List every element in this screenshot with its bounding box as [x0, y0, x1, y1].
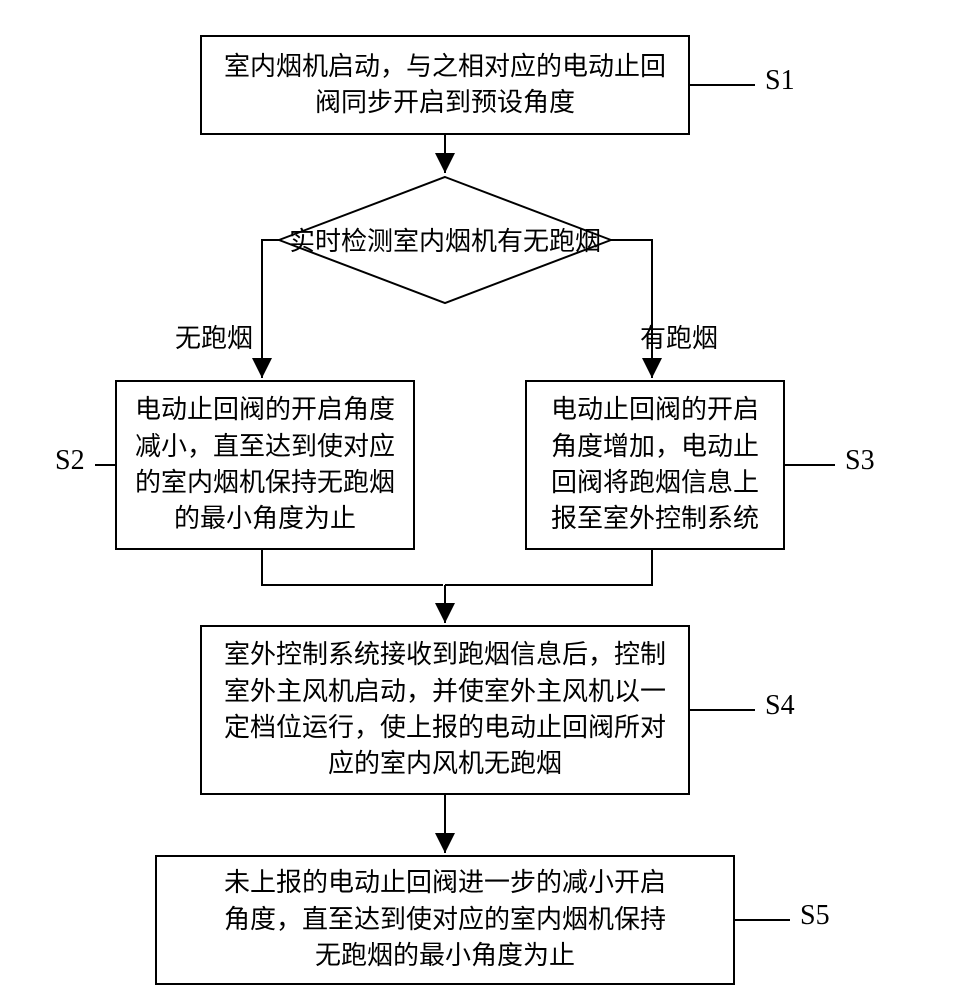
step-label-s1: S1 [765, 65, 795, 97]
step-label-s2: S2 [55, 445, 85, 477]
node-s3-text: 电动止回阀的开启角度增加，电动止回阀将跑烟信息上报至室外控制系统 [551, 392, 759, 538]
node-s1-text: 室内烟机启动，与之相对应的电动止回阀同步开启到预设角度 [224, 49, 666, 122]
edge-label-has-smoke: 有跑烟 [640, 318, 718, 355]
node-decision: 实时检测室内烟机有无跑烟 [277, 175, 613, 305]
node-s1: 室内烟机启动，与之相对应的电动止回阀同步开启到预设角度 [200, 35, 690, 135]
node-s5: 未上报的电动止回阀进一步的减小开启角度，直至达到使对应的室内烟机保持无跑烟的最小… [155, 855, 735, 985]
node-s5-text: 未上报的电动止回阀进一步的减小开启角度，直至达到使对应的室内烟机保持无跑烟的最小… [224, 865, 666, 974]
step-label-s4: S4 [765, 690, 795, 722]
step-label-s3: S3 [845, 445, 875, 477]
node-decision-text: 实时检测室内烟机有无跑烟 [277, 225, 613, 259]
edge-label-no-smoke: 无跑烟 [175, 318, 253, 355]
node-s4: 室外控制系统接收到跑烟信息后，控制室外主风机启动，并使室外主风机以一定档位运行，… [200, 625, 690, 795]
node-s2-text: 电动止回阀的开启角度减小，直至达到使对应的室内烟机保持无跑烟的最小角度为止 [135, 392, 395, 538]
step-label-s5: S5 [800, 900, 830, 932]
node-s3: 电动止回阀的开启角度增加，电动止回阀将跑烟信息上报至室外控制系统 [525, 380, 785, 550]
node-s2: 电动止回阀的开启角度减小，直至达到使对应的室内烟机保持无跑烟的最小角度为止 [115, 380, 415, 550]
node-s4-text: 室外控制系统接收到跑烟信息后，控制室外主风机启动，并使室外主风机以一定档位运行，… [224, 637, 666, 783]
